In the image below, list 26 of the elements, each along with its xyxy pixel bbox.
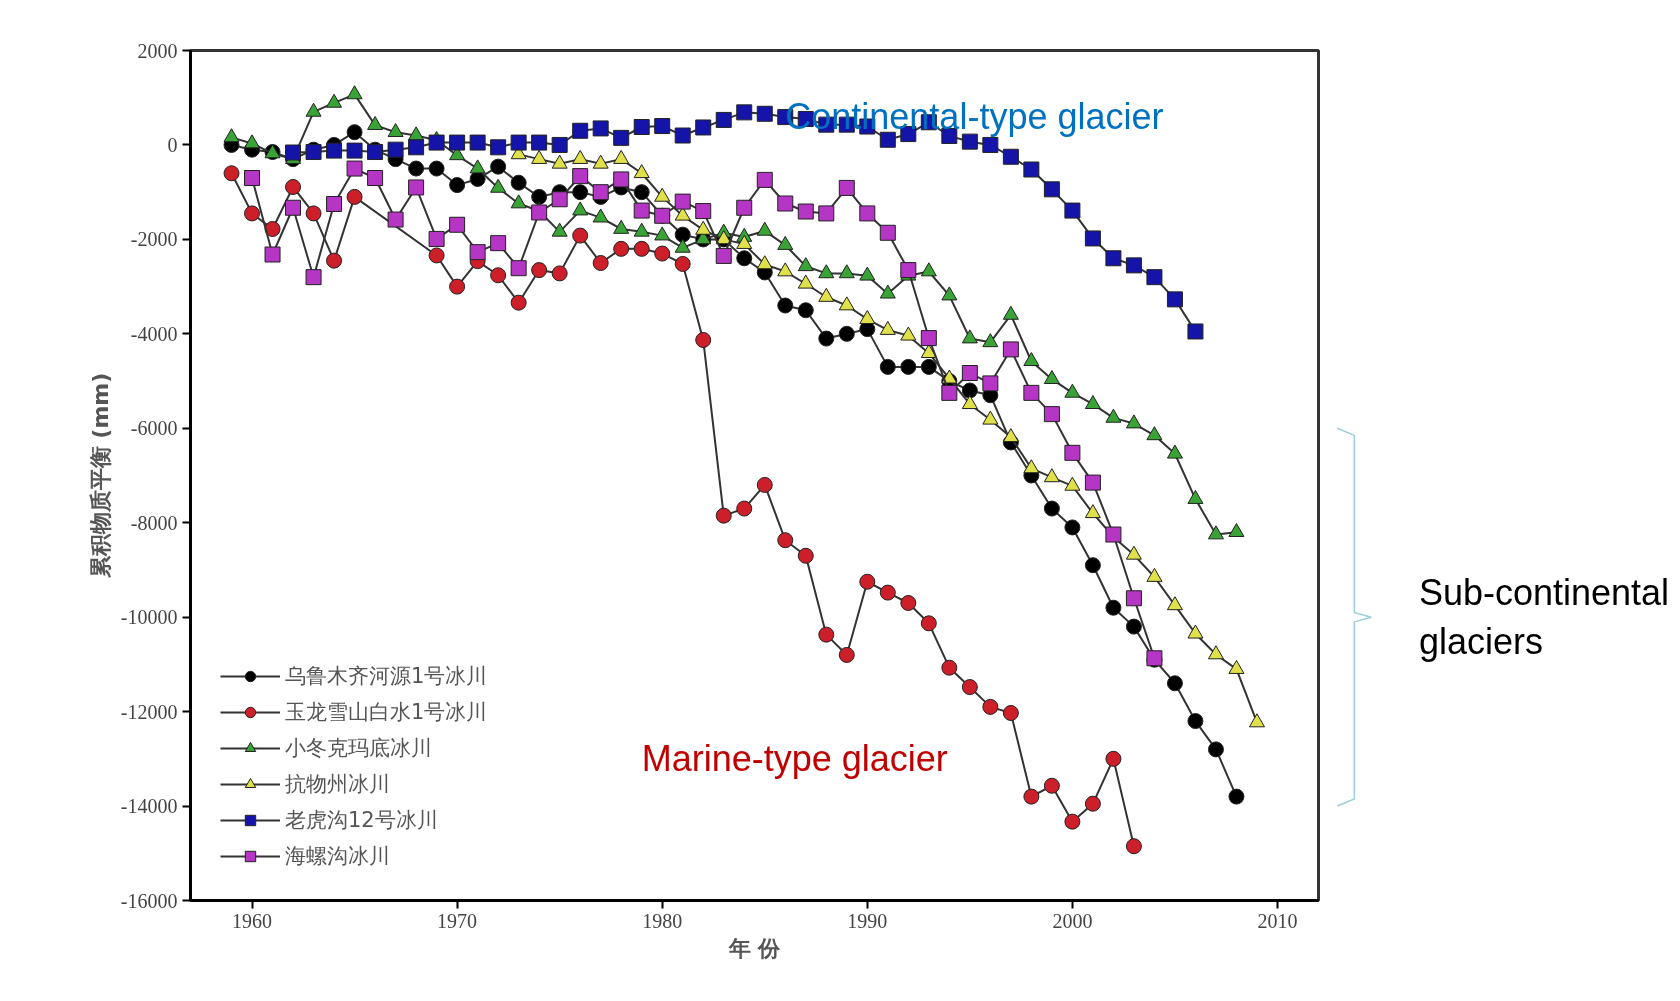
y-tick-label: -6000 (130, 417, 178, 440)
y-tick-label: -14000 (120, 795, 178, 818)
x-tick-label: 1980 (642, 909, 683, 932)
y-tick-label: 0 (167, 133, 178, 156)
x-tick-label: 2010 (1257, 909, 1298, 932)
y-tick-label: -10000 (120, 606, 178, 629)
y-tick-label: -12000 (120, 700, 178, 723)
legend-label: 玉龙雪山白水1号冰川 (285, 699, 488, 726)
y-tick-label: -2000 (130, 228, 178, 251)
x-axis-title: 年 份 (727, 935, 782, 961)
x-tick-label: 1960 (232, 909, 273, 932)
legend-label: 乌鲁木齐河源1号冰川 (285, 663, 488, 690)
x-tick-label: 2000 (1052, 909, 1093, 932)
y-tick-label: 2000 (137, 39, 178, 62)
y-tick-label: -8000 (130, 511, 178, 534)
y-tick-label: -16000 (120, 889, 178, 912)
text: Sub-continental glaciers (1418, 572, 1670, 663)
y-axis-title: 累积物质平衡 (mm) (87, 372, 113, 580)
x-tick-label: 1970 (437, 909, 478, 932)
legend-label: 老虎沟12号冰川 (285, 807, 438, 834)
x-tick-label: 1990 (847, 909, 888, 932)
legend-label: 抗物州冰川 (285, 771, 390, 798)
annotation: Marine-type glacier (641, 738, 948, 780)
legend-label: 海螺沟冰川 (285, 843, 390, 870)
legend-label: 小冬克玛底冰川 (285, 735, 432, 762)
y-tick-label: -4000 (130, 322, 178, 345)
